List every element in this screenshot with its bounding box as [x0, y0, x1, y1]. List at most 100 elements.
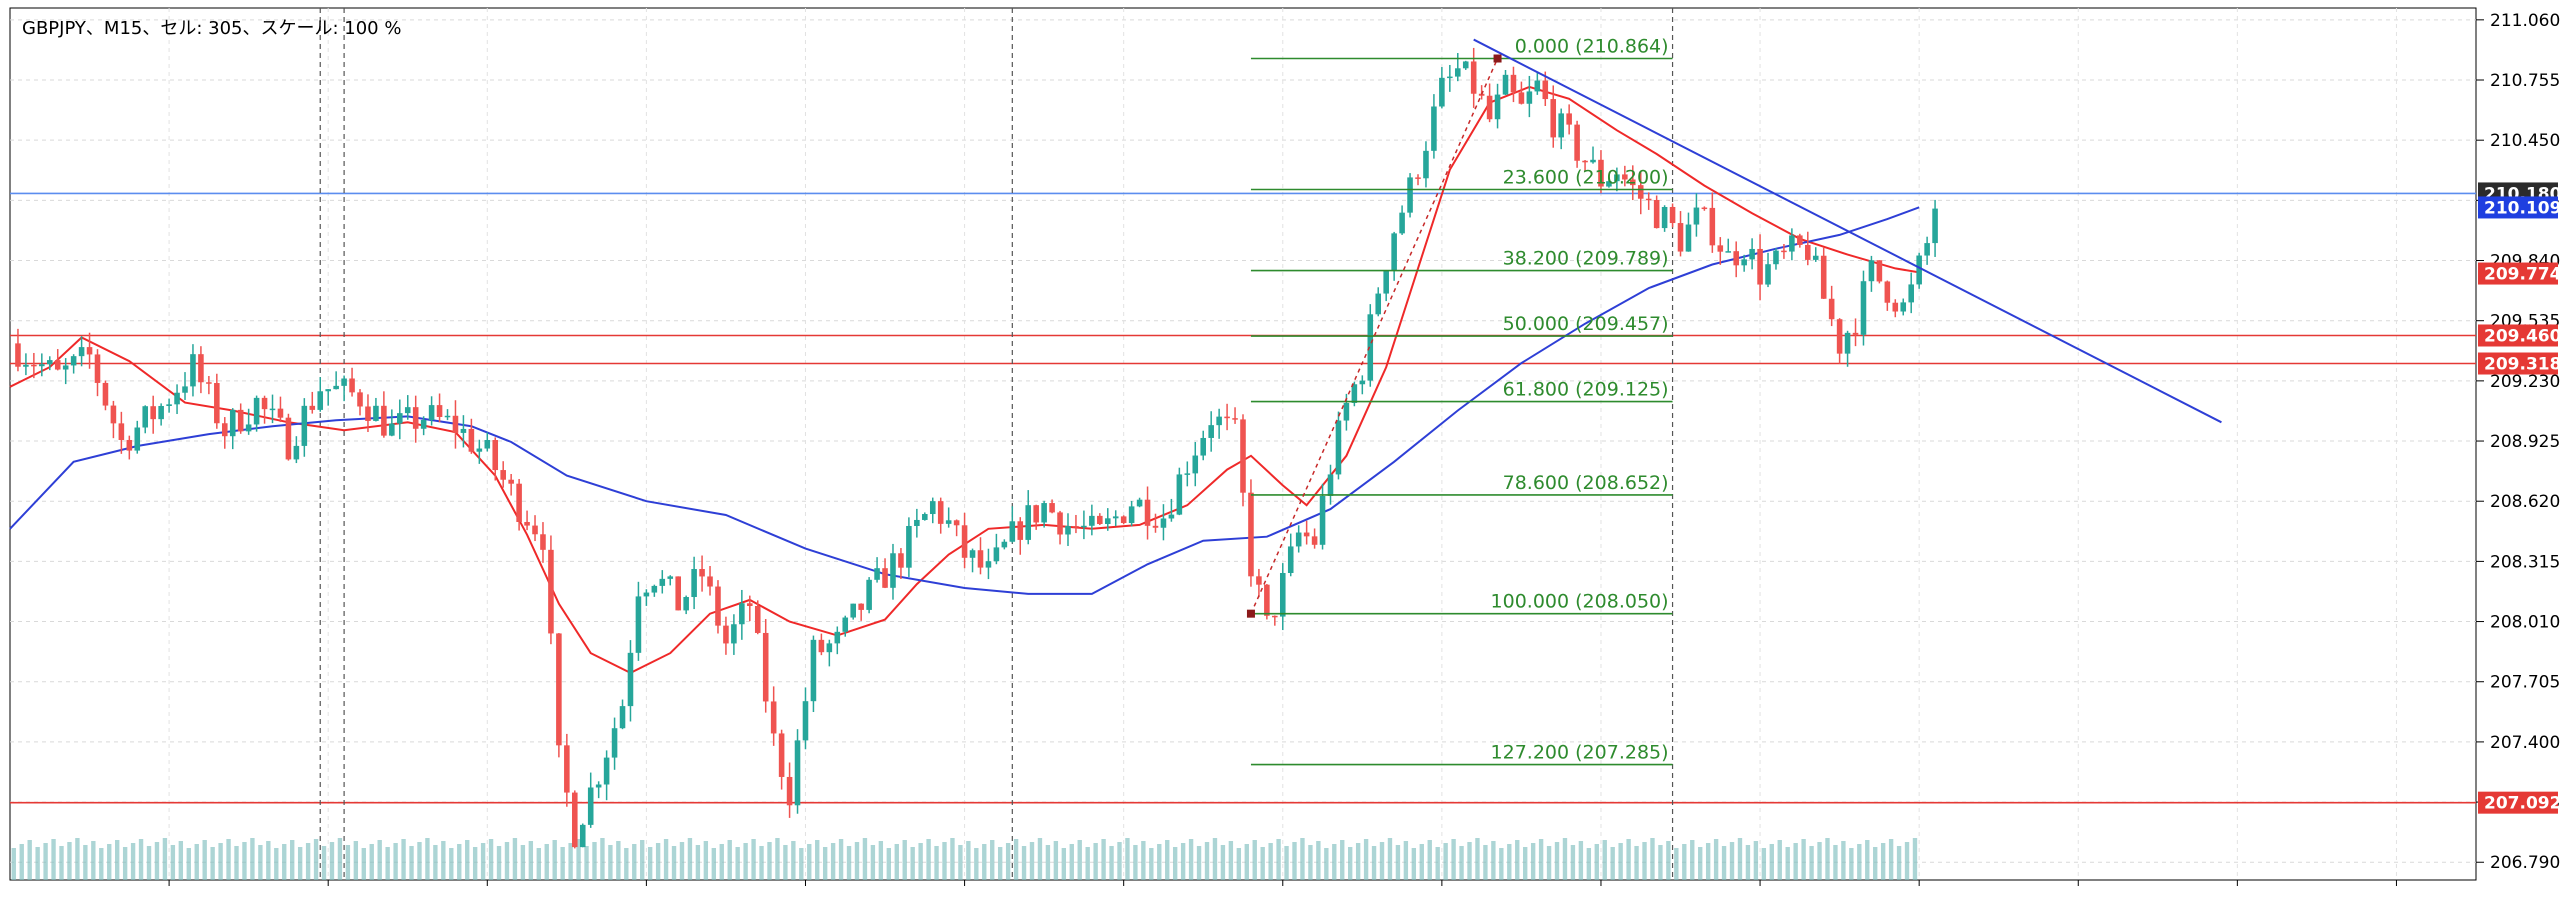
volume-bar	[1188, 839, 1194, 880]
candle-body	[643, 592, 650, 597]
candle-body	[858, 603, 864, 610]
candle-body	[922, 514, 928, 520]
candle-body	[1590, 159, 1596, 163]
candle-body	[1733, 251, 1739, 266]
volume-bar	[417, 842, 422, 880]
candle-body	[404, 407, 411, 414]
candle-body	[1725, 251, 1732, 253]
candle-body	[579, 824, 586, 848]
fib-level-label: 0.000 (210.864)	[1515, 36, 1669, 58]
candle-body	[221, 423, 228, 437]
volume-bar	[321, 846, 327, 880]
volume-bar	[457, 844, 462, 880]
volume-bar	[274, 848, 279, 880]
candle-body	[1168, 514, 1175, 519]
trendline[interactable]	[1473, 38, 2222, 424]
volume-bar	[974, 848, 979, 880]
volume-bar	[1610, 847, 1615, 880]
volume-bar	[918, 843, 923, 880]
volume-bar	[1769, 844, 1774, 880]
candle-body	[564, 745, 570, 793]
volume-bar	[1212, 838, 1218, 880]
candle-body	[993, 547, 1000, 562]
volume-bar	[1101, 839, 1106, 880]
volume-bar	[1005, 843, 1011, 880]
candle-body	[134, 427, 141, 451]
volume-bar	[1904, 842, 1910, 880]
volume-bar	[329, 842, 335, 880]
volume-bar	[11, 848, 16, 880]
candle-body	[683, 597, 689, 611]
volume-bar	[1650, 838, 1655, 880]
candle-body	[1844, 332, 1851, 354]
candle-body	[1526, 91, 1533, 104]
horizontal-lines	[10, 192, 2476, 804]
y-tick-label: 206.790	[2490, 853, 2560, 873]
volume-bar	[1618, 843, 1623, 880]
candle-body	[1606, 181, 1612, 187]
candle-body	[937, 501, 944, 524]
price-tag-bg	[2478, 352, 2558, 375]
candle-body	[1518, 92, 1525, 104]
candle-body	[1805, 244, 1811, 260]
volume-bar	[1873, 847, 1878, 880]
candle-body	[15, 343, 21, 367]
volume-bar	[902, 840, 907, 880]
candle-body	[460, 428, 467, 433]
candle-body	[1176, 474, 1183, 515]
volume-bar	[870, 845, 876, 880]
y-tick-label: 208.620	[2490, 492, 2560, 512]
candle-body	[389, 423, 395, 436]
volume-bar	[194, 844, 199, 880]
volume-bar	[1578, 841, 1584, 880]
candle-body	[1136, 499, 1143, 507]
volume-bar	[1658, 845, 1663, 880]
volume-bar	[1172, 847, 1178, 880]
volume-bar	[1220, 845, 1226, 880]
volume-bar	[1268, 843, 1273, 880]
plot-border	[9, 7, 2477, 881]
candle-body	[778, 733, 785, 777]
candle-body	[1820, 255, 1827, 299]
fib-level-label: 50.000 (209.457)	[1503, 313, 1669, 335]
volume-bar	[560, 847, 565, 880]
candle-body	[158, 405, 164, 420]
y-tick-label: 208.010	[2490, 613, 2560, 633]
candle-body	[1240, 419, 1246, 493]
volume-bar	[719, 844, 724, 880]
candle-body	[802, 701, 809, 741]
candle-body	[906, 525, 912, 568]
price-tag: 209.318	[2484, 355, 2560, 375]
candle-body	[1327, 474, 1334, 496]
fibonacci-retracement[interactable]: 0.000 (210.864) 23.600 (210.200) 38.200 (2…	[1246, 36, 1673, 766]
candle-body	[1415, 177, 1421, 179]
candle-body	[1311, 536, 1318, 545]
volume-bar	[1141, 841, 1146, 880]
volume-bar	[35, 847, 40, 880]
candle-body	[31, 364, 37, 367]
candle-body	[484, 440, 491, 449]
volume-bar	[1133, 845, 1138, 880]
volume-bar	[43, 843, 48, 880]
candle-body	[229, 409, 236, 437]
volume-bar	[266, 841, 271, 880]
candle-body	[1383, 270, 1389, 294]
candle-body	[1303, 532, 1310, 537]
candle-body	[1892, 302, 1899, 312]
candle-body	[524, 521, 530, 526]
volume-bar	[624, 848, 629, 880]
candle-body	[1017, 521, 1024, 540]
candle-body	[1256, 576, 1262, 585]
candle-body	[794, 740, 801, 806]
candle-body	[1065, 526, 1071, 535]
candle-body	[102, 382, 109, 406]
volume-bar	[1061, 848, 1067, 880]
candle-body	[723, 625, 729, 644]
candle-body	[1757, 248, 1763, 285]
volume-bar	[1761, 848, 1767, 880]
candle-body	[1447, 76, 1453, 79]
candle-body	[1781, 250, 1787, 253]
candle-body	[1924, 243, 1930, 256]
